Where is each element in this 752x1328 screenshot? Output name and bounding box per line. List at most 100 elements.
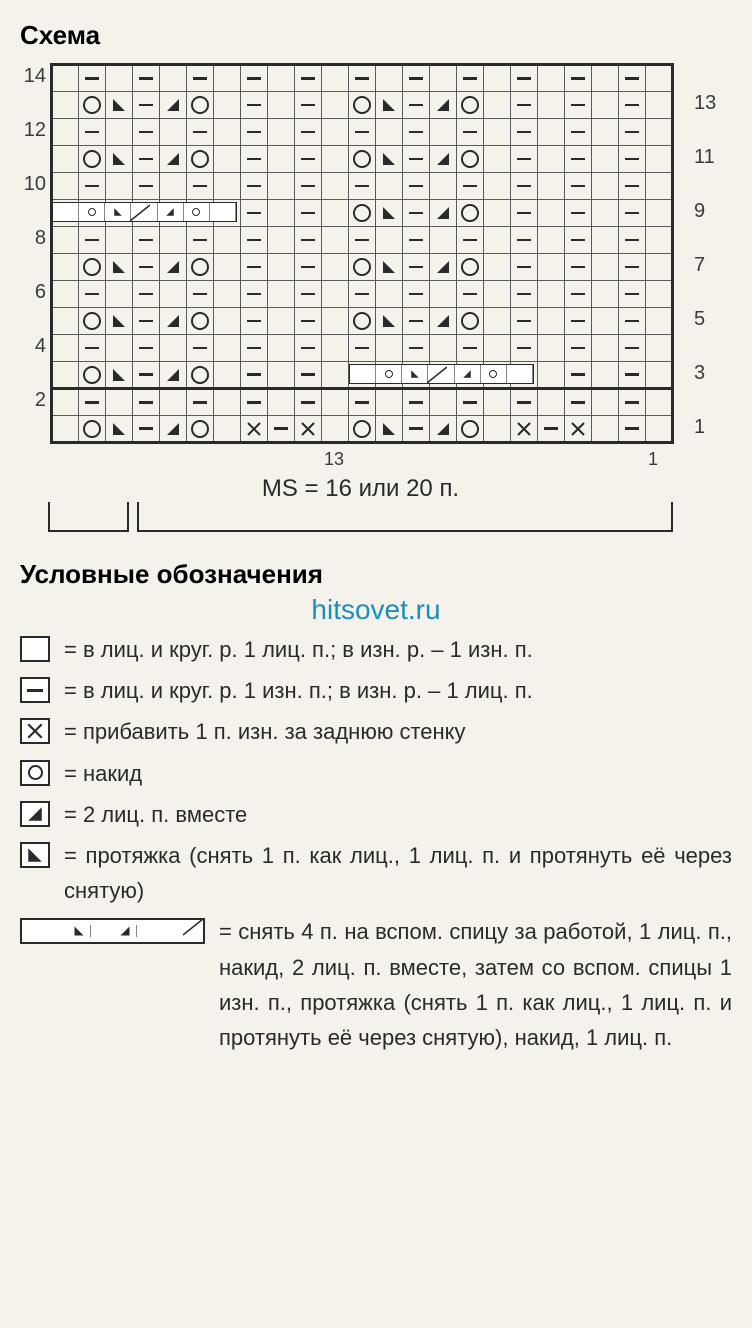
- grid-cell: [106, 119, 133, 146]
- grid-cell: [187, 254, 214, 281]
- grid-cell: [403, 173, 430, 200]
- ms-label: MS = 16 или 20 п.: [50, 475, 671, 503]
- grid-row: [52, 335, 673, 362]
- grid-row: [52, 254, 673, 281]
- grid-cell: [646, 227, 673, 254]
- grid-cell: [619, 254, 646, 281]
- grid-cell: [268, 254, 295, 281]
- grid-cell: [52, 281, 79, 308]
- grid-cell: [592, 362, 619, 389]
- row-label-right: 1: [694, 416, 732, 439]
- grid-cell: [376, 119, 403, 146]
- grid-cell: [430, 119, 457, 146]
- grid-cell: [106, 92, 133, 119]
- grid-cell: [403, 65, 430, 92]
- grid-cell: [619, 335, 646, 362]
- grid-cell: [268, 335, 295, 362]
- grid-cell: [160, 362, 187, 389]
- grid-cell: [160, 308, 187, 335]
- cable-overlay: [52, 202, 237, 222]
- grid-cell: [646, 416, 673, 443]
- grid-cell: [214, 389, 241, 416]
- grid-cell: [268, 146, 295, 173]
- grid-cell: [79, 308, 106, 335]
- grid-cell: [538, 281, 565, 308]
- grid-cell: [79, 416, 106, 443]
- grid-cell: [565, 308, 592, 335]
- grid-cell: [457, 146, 484, 173]
- grid-cell: [619, 119, 646, 146]
- row-label-right: 7: [694, 254, 732, 277]
- grid-cell: [646, 173, 673, 200]
- legend-text: = снять 4 п. на вспом. спицу за работой,…: [219, 914, 732, 1055]
- grid-cell: [160, 389, 187, 416]
- grid-cell: [646, 200, 673, 227]
- grid-cell: [133, 281, 160, 308]
- grid-cell: [241, 362, 268, 389]
- grid-cell: [349, 254, 376, 281]
- grid-cell: [349, 335, 376, 362]
- grid-cell: [592, 389, 619, 416]
- grid-cell: [484, 416, 511, 443]
- grid-cell: [133, 65, 160, 92]
- grid-cell: [214, 254, 241, 281]
- grid-cell: [322, 92, 349, 119]
- grid-cell: [52, 308, 79, 335]
- grid-cell: [511, 146, 538, 173]
- grid-cell: [511, 92, 538, 119]
- grid-cell: [187, 281, 214, 308]
- grid-cell: [484, 281, 511, 308]
- bracket-left: [48, 502, 129, 532]
- grid-cell: [133, 416, 160, 443]
- grid-cell: [592, 416, 619, 443]
- grid-cell: [538, 227, 565, 254]
- grid-cell: [79, 146, 106, 173]
- grid-cell: [511, 281, 538, 308]
- grid-cell: [322, 389, 349, 416]
- grid-cell: [52, 92, 79, 119]
- grid-cell: [160, 227, 187, 254]
- legend-text: = в лиц. и круг. р. 1 лиц. п.; в изн. р.…: [64, 632, 732, 667]
- row-label-right: 3: [694, 362, 732, 385]
- legend-row: = протяжка (снять 1 п. как лиц., 1 лиц. …: [20, 838, 732, 908]
- grid-cell: [484, 92, 511, 119]
- grid-cell: [268, 389, 295, 416]
- grid-cell: [403, 416, 430, 443]
- grid-cell: [106, 416, 133, 443]
- grid-cell: [187, 362, 214, 389]
- grid-cell: [592, 335, 619, 362]
- grid-cell: [214, 65, 241, 92]
- row-label-left: 2: [20, 389, 46, 412]
- grid-cell: [592, 173, 619, 200]
- grid-cell: [52, 254, 79, 281]
- legend-symbol-empty: [20, 636, 50, 662]
- legend-symbol-dash: [20, 677, 50, 703]
- grid-cell: [295, 119, 322, 146]
- grid-cell: [160, 173, 187, 200]
- grid-row: [52, 146, 673, 173]
- grid-cell: [646, 308, 673, 335]
- grid-cell: [349, 146, 376, 173]
- grid-cell: [457, 281, 484, 308]
- grid-cell: [511, 308, 538, 335]
- grid-cell: [133, 146, 160, 173]
- legend-text: = прибавить 1 п. изн. за заднюю стенку: [64, 714, 732, 749]
- grid-cell: [511, 173, 538, 200]
- grid-cell: [241, 146, 268, 173]
- col-label: 13: [324, 449, 344, 470]
- grid-cell: [349, 65, 376, 92]
- grid-cell: [322, 335, 349, 362]
- grid-cell: [322, 308, 349, 335]
- grid-cell: [268, 416, 295, 443]
- grid-cell: [106, 335, 133, 362]
- grid-row: [52, 119, 673, 146]
- legend-text: = протяжка (снять 1 п. как лиц., 1 лиц. …: [64, 838, 732, 908]
- grid-cell: [295, 362, 322, 389]
- grid-cell: [538, 335, 565, 362]
- legend-row: = снять 4 п. на вспом. спицу за работой,…: [20, 914, 732, 1055]
- grid-cell: [295, 146, 322, 173]
- grid-cell: [403, 308, 430, 335]
- grid-cell: [484, 389, 511, 416]
- grid-cell: [322, 173, 349, 200]
- grid-cell: [52, 65, 79, 92]
